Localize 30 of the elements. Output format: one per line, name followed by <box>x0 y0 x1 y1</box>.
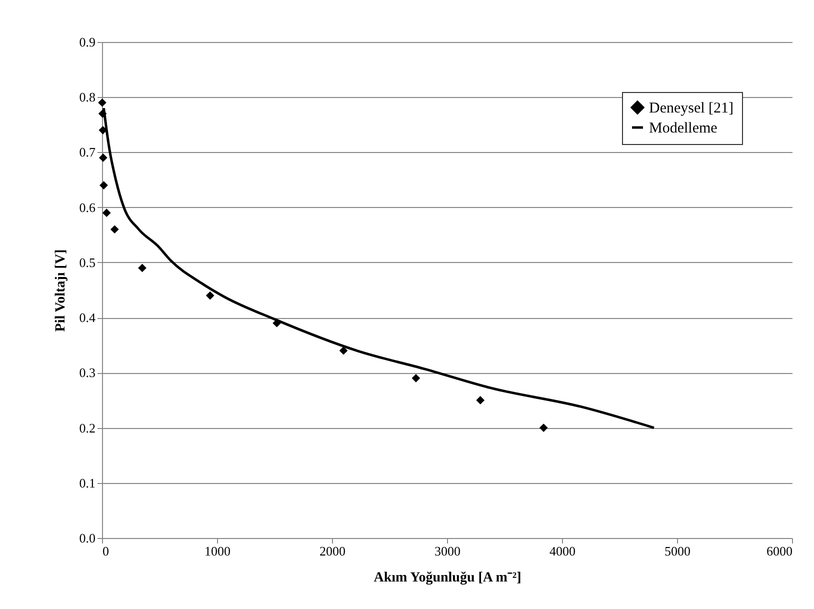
point <box>206 291 214 300</box>
y-tick-label: 0.0 <box>79 530 96 546</box>
x-tick-label: 0 <box>102 544 109 558</box>
point <box>100 181 108 190</box>
x-tick-label: 1000 <box>204 544 230 558</box>
y-tick-label: 0.2 <box>79 420 96 436</box>
y-tick-label: 0.7 <box>79 144 96 160</box>
x-tick-label: 3000 <box>434 544 460 558</box>
y-tick-label: 0.3 <box>79 365 96 380</box>
x-tick-label: 2000 <box>320 544 346 558</box>
y-tick-label: 0.6 <box>79 200 96 215</box>
x-tick-label: 4000 <box>550 544 576 558</box>
y-tick-label: 0.9 <box>79 34 96 50</box>
y-tick-label: 0.1 <box>79 475 96 490</box>
x-tick-label: 5000 <box>664 544 690 558</box>
point <box>138 264 146 272</box>
point <box>339 346 348 355</box>
point <box>110 225 119 234</box>
point <box>539 424 548 432</box>
y-tick-label: 0.4 <box>79 310 96 326</box>
legend-label: Modelleme <box>649 120 718 136</box>
point <box>102 208 111 218</box>
y-tick-label: 0.8 <box>79 90 96 105</box>
y-tick-label: 0.5 <box>79 254 96 270</box>
x-axis-title: Akım Yoğunluğu [A m⁻²] <box>374 570 522 586</box>
y-axis-title: Pil Voltajı [V] <box>53 249 68 332</box>
x-tick-label: 6000 <box>766 544 792 558</box>
point <box>412 374 420 382</box>
legend-label: Deneysel [21] <box>649 100 734 116</box>
point <box>476 396 485 404</box>
